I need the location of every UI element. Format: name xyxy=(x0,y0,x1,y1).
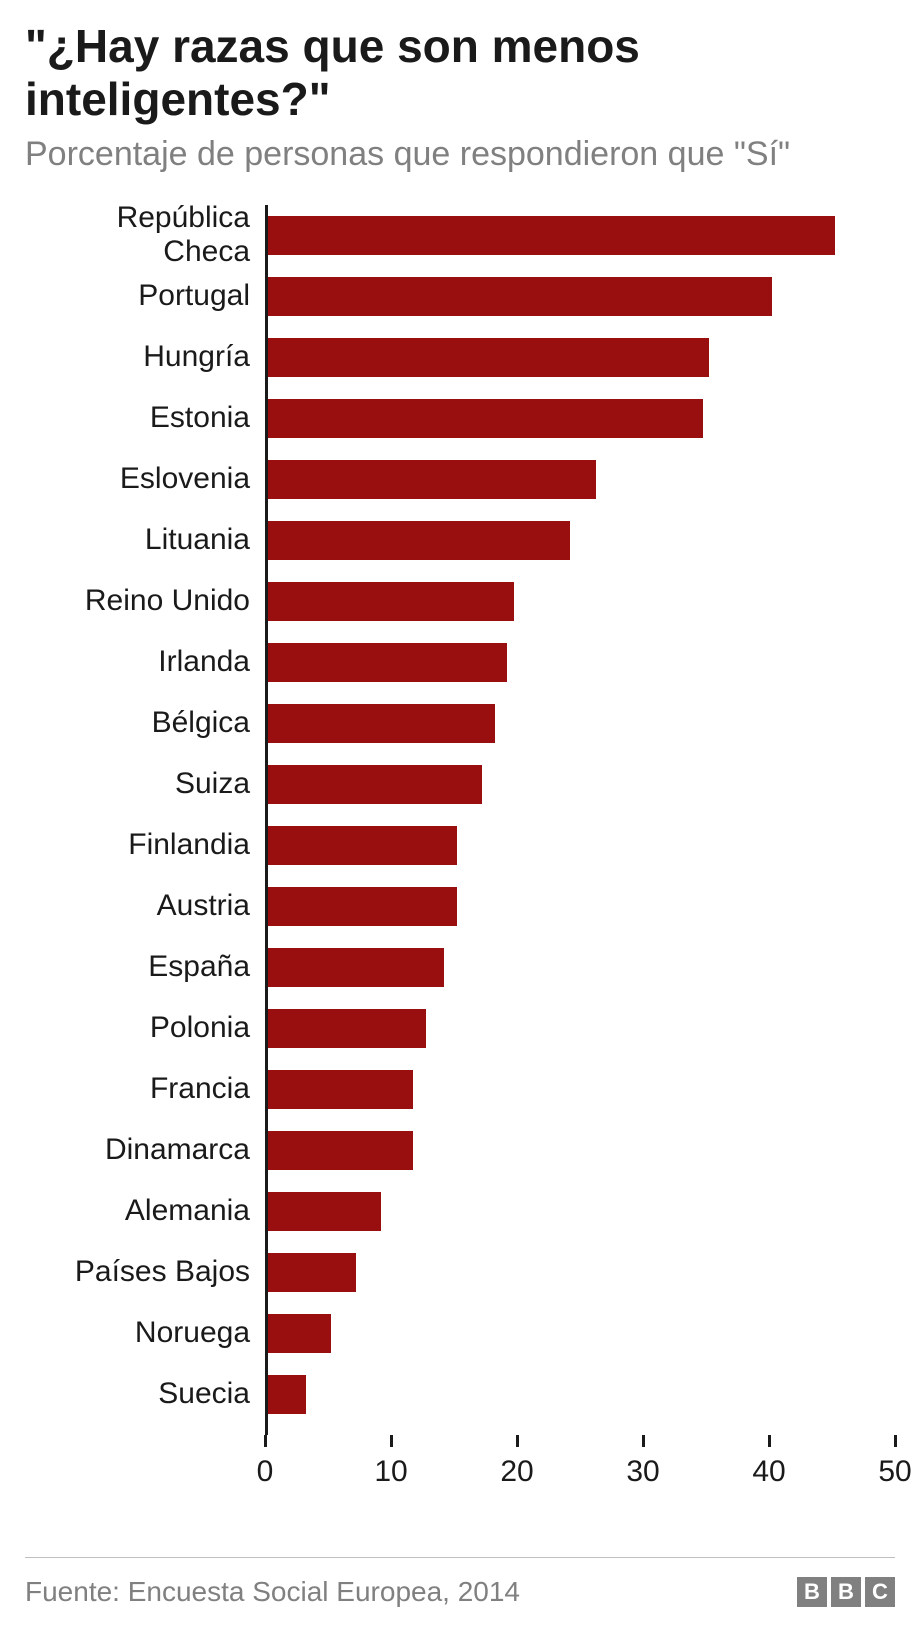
bar-label: Suiza xyxy=(25,767,250,801)
bar-label: República Checa xyxy=(25,201,250,269)
bar-label: Alemania xyxy=(25,1194,250,1228)
x-tick xyxy=(264,1435,267,1447)
bar-row: Polonia xyxy=(25,998,895,1059)
bar-label: Hungría xyxy=(25,340,250,374)
bar-row: Estonia xyxy=(25,388,895,449)
bar-rect xyxy=(268,1070,413,1109)
bar-rect xyxy=(268,1314,331,1353)
bar-label: Estonia xyxy=(25,401,250,435)
x-tick xyxy=(894,1435,897,1447)
bar-row: Lituania xyxy=(25,510,895,571)
bar-row: Alemania xyxy=(25,1181,895,1242)
bar-rect xyxy=(268,948,444,987)
bar-rect xyxy=(268,643,507,682)
x-tick xyxy=(390,1435,393,1447)
bbc-box-2: B xyxy=(831,1577,861,1607)
bar-row: Bélgica xyxy=(25,693,895,754)
bar-rect xyxy=(268,277,772,316)
bar-label: España xyxy=(25,950,250,984)
x-tick xyxy=(642,1435,645,1447)
bar-label: Suecia xyxy=(25,1377,250,1411)
chart-footer: Fuente: Encuesta Social Europea, 2014 B … xyxy=(25,1557,895,1608)
bar-row: República Checa xyxy=(25,205,895,266)
bar-row: Portugal xyxy=(25,266,895,327)
bar-label: Países Bajos xyxy=(25,1255,250,1289)
bar-label: Portugal xyxy=(25,279,250,313)
bar-label: Dinamarca xyxy=(25,1133,250,1167)
bar-label: Finlandia xyxy=(25,828,250,862)
bar-rect xyxy=(268,704,495,743)
x-tick-label: 0 xyxy=(257,1455,274,1489)
x-tick-label: 40 xyxy=(752,1455,785,1489)
bar-rect xyxy=(268,1253,356,1292)
bar-label: Austria xyxy=(25,889,250,923)
bar-rect xyxy=(268,1131,413,1170)
bar-rect xyxy=(268,399,703,438)
bar-rect xyxy=(268,338,709,377)
bar-row: Países Bajos xyxy=(25,1242,895,1303)
chart-subtitle: Porcentaje de personas que respondieron … xyxy=(25,134,895,175)
x-tick-label: 50 xyxy=(878,1455,911,1489)
chart-title: "¿Hay razas que son menos inteligentes?" xyxy=(25,20,895,126)
bbc-box-1: B xyxy=(797,1577,827,1607)
bar-row: Suecia xyxy=(25,1364,895,1425)
bar-rect xyxy=(268,582,514,621)
bar-row: Austria xyxy=(25,876,895,937)
bar-label: Irlanda xyxy=(25,645,250,679)
bar-rect xyxy=(268,521,570,560)
bar-rect xyxy=(268,887,457,926)
bar-row: Eslovenia xyxy=(25,449,895,510)
bar-label: Francia xyxy=(25,1072,250,1106)
bar-row: Irlanda xyxy=(25,632,895,693)
bar-row: Francia xyxy=(25,1059,895,1120)
bar-row: Dinamarca xyxy=(25,1120,895,1181)
bar-row: Reino Unido xyxy=(25,571,895,632)
bar-row: Hungría xyxy=(25,327,895,388)
bar-rect xyxy=(268,460,596,499)
chart-area: República Checa Portugal Hungría Estonia Esl… xyxy=(25,205,895,1495)
x-tick xyxy=(768,1435,771,1447)
x-tick-label: 30 xyxy=(626,1455,659,1489)
bar-row: Noruega xyxy=(25,1303,895,1364)
x-tick-label: 20 xyxy=(500,1455,533,1489)
bar-label: Eslovenia xyxy=(25,462,250,496)
bar-label: Reino Unido xyxy=(25,584,250,618)
bar-rect xyxy=(268,1375,306,1414)
bar-label: Noruega xyxy=(25,1316,250,1350)
bbc-box-3: C xyxy=(865,1577,895,1607)
bar-rect xyxy=(268,216,835,255)
bar-rect xyxy=(268,765,482,804)
bar-row: España xyxy=(25,937,895,998)
bbc-logo: B B C xyxy=(797,1577,895,1607)
x-tick-label: 10 xyxy=(374,1455,407,1489)
bar-rect xyxy=(268,826,457,865)
bar-rect xyxy=(268,1009,426,1048)
source-text: Fuente: Encuesta Social Europea, 2014 xyxy=(25,1576,520,1608)
bar-label: Lituania xyxy=(25,523,250,557)
x-tick xyxy=(516,1435,519,1447)
bar-label: Bélgica xyxy=(25,706,250,740)
bar-label: Polonia xyxy=(25,1011,250,1045)
bar-row: Finlandia xyxy=(25,815,895,876)
x-axis: 01020304050 xyxy=(265,1435,895,1495)
bar-row: Suiza xyxy=(25,754,895,815)
bar-rect xyxy=(268,1192,381,1231)
